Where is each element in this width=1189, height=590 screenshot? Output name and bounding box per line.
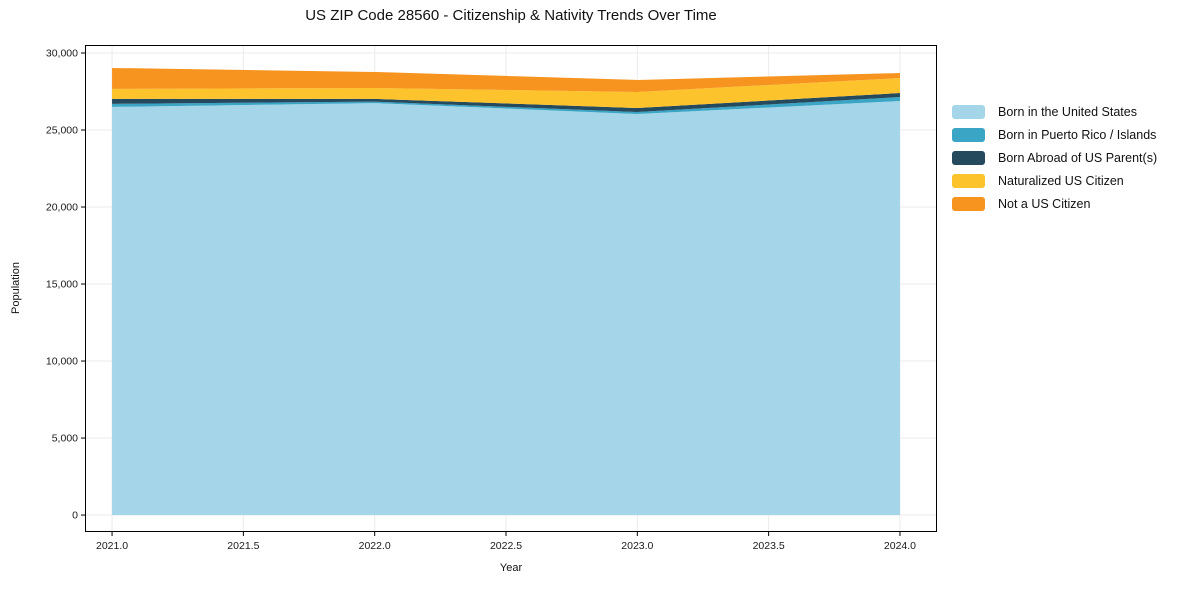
x-tick-label: 2021.0	[96, 540, 128, 552]
legend-swatch	[952, 127, 985, 142]
legend-label: Born in the United States	[998, 104, 1137, 119]
legend-item: Born in the United States	[952, 100, 1157, 123]
chart-title: US ZIP Code 28560 - Citizenship & Nativi…	[305, 7, 717, 24]
y-tick-label: 0	[72, 510, 78, 522]
y-tick-label: 20,000	[46, 202, 78, 214]
area-naturalized-us-citizen	[112, 78, 900, 108]
legend-item: Born Abroad of US Parent(s)	[952, 146, 1157, 169]
stacked-area-chart: 2021.0 2021.5 2022.0 2022.5 2023.0 2023.5 2024…	[46, 45, 937, 552]
legend-item: Not a US Citizen	[952, 192, 1157, 215]
x-tick-label: 2022.5	[490, 540, 522, 552]
x-tick-label: 2023.5	[753, 540, 785, 552]
legend-label: Born Abroad of US Parent(s)	[998, 150, 1158, 165]
legend-swatch	[952, 104, 985, 119]
y-tick-label: 10,000	[46, 356, 78, 368]
area-born-in-puerto-rico-islands	[112, 97, 900, 114]
area-not-a-us-citizen	[112, 67, 900, 92]
legend-label: Naturalized US Citizen	[998, 173, 1124, 188]
legend-label: Born in Puerto Rico / Islands	[998, 127, 1157, 142]
area-born-abroad-of-us-parent-s	[112, 93, 900, 112]
y-axis-label: Population	[10, 262, 22, 314]
area-born-in-the-united-states	[112, 101, 900, 516]
x-axis-label: Year	[499, 562, 523, 574]
legend-item: Naturalized US Citizen	[952, 169, 1157, 192]
x-tick-label: 2022.0	[359, 540, 391, 552]
y-tick-label: 5,000	[52, 433, 78, 445]
x-tick-label: 2021.5	[227, 540, 259, 552]
plot-area: 2021.0 2021.5 2022.0 2022.5 2023.0 2023.5 2024…	[46, 45, 937, 552]
y-tick-label: 30,000	[46, 48, 78, 60]
y-tick-label: 15,000	[46, 279, 78, 291]
legend-item: Born in Puerto Rico / Islands	[952, 123, 1157, 146]
legend-swatch	[952, 150, 985, 165]
x-tick-label: 2023.0	[621, 540, 653, 552]
legend: Born in the United States Born in Puerto …	[952, 100, 1157, 215]
legend-swatch	[952, 196, 985, 211]
legend-label: Not a US Citizen	[998, 196, 1091, 211]
y-tick-label: 25,000	[46, 125, 78, 137]
legend-swatch	[952, 173, 985, 188]
plot-border	[85, 45, 937, 532]
x-tick-label: 2024.0	[884, 540, 916, 552]
